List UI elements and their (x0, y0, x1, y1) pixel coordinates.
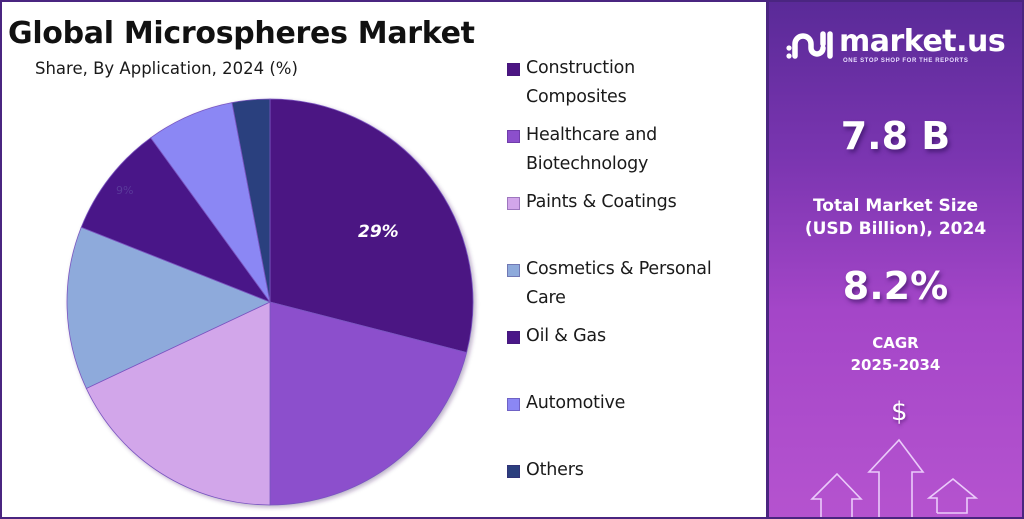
pie-slice-oil-gas (80, 137, 272, 303)
legend-label: Others (526, 460, 584, 480)
pie-slice-construction-composites (269, 98, 474, 353)
legend-swatch (507, 63, 520, 76)
chart-title: Global Microspheres Market (8, 16, 475, 51)
pie-slice-cosmetics-personal-care (66, 226, 272, 389)
pie-svg (66, 98, 474, 506)
legend-label: Healthcare and Biotechnology (526, 125, 658, 174)
legend-item-automotive: Automotive (507, 389, 767, 418)
legend-label: Automotive (526, 393, 626, 413)
slice-label-oil-gas: 9% (116, 184, 134, 197)
legend-item-construction-composites: Construction Composites (507, 54, 767, 112)
pie-slice-healthcare-and-biotechnology (269, 301, 468, 506)
cagr-label: CAGR 2025-2034 (850, 334, 941, 374)
legend-item-paints-coatings: Paints & Coatings (507, 188, 767, 217)
legend-label: Construction Composites (526, 58, 636, 107)
legend-swatch (507, 264, 520, 277)
legend-item-healthcare: Healthcare and Biotechnology (507, 121, 767, 179)
pie-slice-paints-coatings (85, 301, 271, 506)
legend-swatch (507, 197, 520, 210)
pie-slice-others (231, 98, 271, 303)
dollar-icon: $ (891, 397, 908, 427)
up-arrows-icon (810, 438, 979, 517)
market-size-value: 7.8 B (840, 114, 951, 158)
stats-sidebar: market.us ONE STOP SHOP FOR THE REPORTS … (766, 2, 1022, 517)
brand-tagline: ONE STOP SHOP FOR THE REPORTS (843, 58, 969, 64)
pie-chart: 29% 9% (60, 92, 480, 512)
legend-label: Paints & Coatings (526, 192, 677, 212)
chart-subtitle: Share, By Application, 2024 (%) (35, 59, 298, 78)
legend-item-cosmetics: Cosmetics & Personal Care (507, 255, 767, 313)
growth-arrows-graphic: $ (809, 397, 989, 517)
market-us-logo-icon (786, 31, 833, 59)
cagr-value: 8.2% (842, 264, 949, 308)
legend-swatch (507, 130, 520, 143)
brand-logo: market.us ONE STOP SHOP FOR THE REPORTS (785, 24, 1015, 70)
legend-label: Cosmetics & Personal Care (526, 259, 712, 308)
legend-swatch (507, 465, 520, 478)
legend-item-oil-gas: Oil & Gas (507, 322, 767, 351)
market-size-label: Total Market Size (USD Billion), 2024 (804, 196, 987, 239)
chart-panel: Global Microspheres Market Share, By App… (2, 2, 766, 517)
legend-swatch (507, 398, 520, 411)
slice-label-construction: 29% (358, 222, 399, 242)
brand-name: market.us (839, 24, 1006, 59)
legend-label: Oil & Gas (526, 326, 606, 346)
legend-item-others: Others (507, 456, 767, 485)
legend-swatch (507, 331, 520, 344)
